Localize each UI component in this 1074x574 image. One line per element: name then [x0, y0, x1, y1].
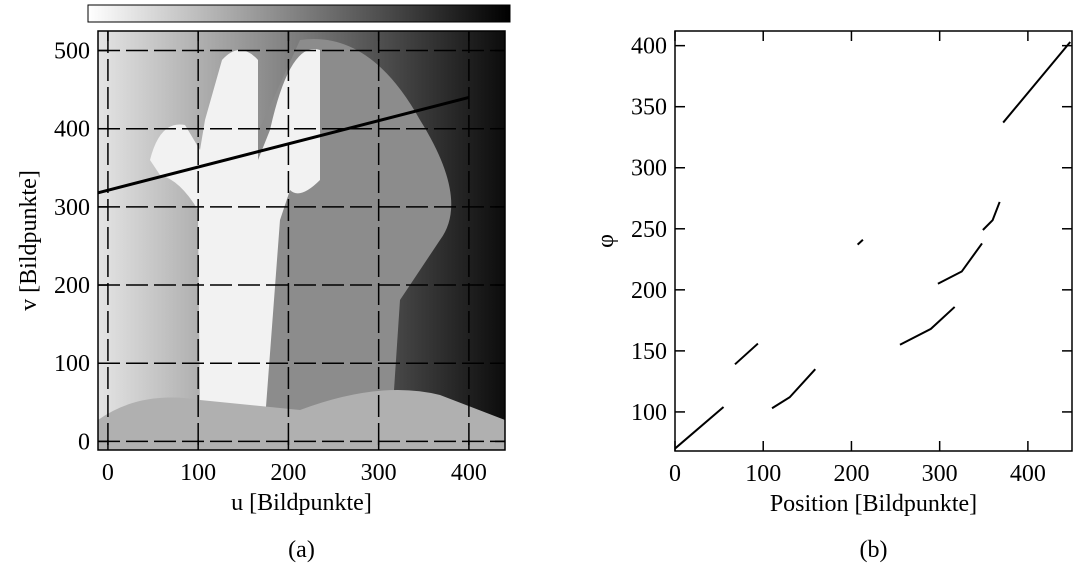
- x-tick-label: 300: [361, 460, 397, 486]
- axes-frame: [674, 30, 1073, 452]
- curve-segment: [1002, 41, 1072, 124]
- y-axis-label: v [Bildpunkte]: [16, 170, 42, 311]
- profile-line: [97, 95, 470, 195]
- axes-frame: [97, 30, 506, 451]
- x-tick-label: 400: [1010, 461, 1046, 487]
- panel-caption: (b): [860, 537, 888, 563]
- y-tick-label: 500: [54, 39, 90, 65]
- x-tick-label: 300: [922, 461, 958, 487]
- x-tick-label: 200: [270, 460, 306, 486]
- x-axis-label: Position [Bildpunkte]: [770, 491, 977, 517]
- panel-caption: (a): [288, 537, 315, 563]
- y-tick-label: 200: [54, 273, 90, 299]
- y-tick-label: 100: [631, 400, 667, 426]
- x-tick-label: 100: [745, 461, 781, 487]
- curve-segment: [771, 368, 817, 410]
- y-tick-label: 150: [631, 339, 667, 365]
- colorbar: [87, 4, 511, 23]
- y-tick-label: 400: [54, 117, 90, 143]
- curve-segment: [982, 201, 1001, 231]
- x-tick-label: 0: [102, 460, 114, 486]
- ground-region: [98, 390, 505, 450]
- curve-segment: [899, 306, 956, 346]
- curve-segment: [856, 239, 864, 246]
- y-tick-label: 300: [631, 156, 667, 182]
- y-tick-label: 400: [631, 34, 667, 60]
- y-tick-label: 300: [54, 195, 90, 221]
- curve-segment: [674, 406, 725, 450]
- y-tick-label: 100: [54, 351, 90, 377]
- x-tick-label: 0: [669, 461, 681, 487]
- y-tick-label: 250: [631, 217, 667, 243]
- x-tick-label: 100: [180, 460, 216, 486]
- y-tick-label: 350: [631, 95, 667, 121]
- y-axis-label: φ: [593, 234, 619, 248]
- y-tick-label: 200: [631, 278, 667, 304]
- y-tick-label: 0: [78, 429, 90, 455]
- phase-image: [98, 31, 505, 450]
- curve-segment: [734, 342, 759, 366]
- curve-segment: [937, 242, 983, 285]
- x-tick-label: 200: [833, 461, 869, 487]
- x-axis-label: u [Bildpunkte]: [231, 490, 372, 516]
- cactus-shape: [150, 49, 320, 420]
- x-tick-label: 400: [451, 460, 487, 486]
